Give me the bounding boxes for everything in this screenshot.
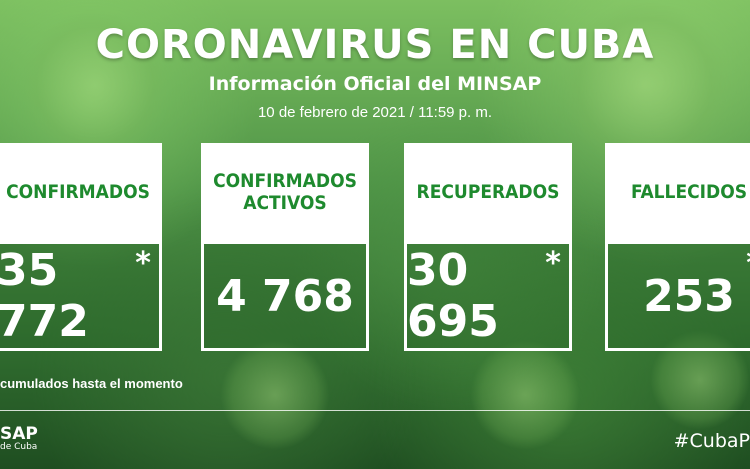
stat-value-box: 253 * [605,241,750,351]
logo-text: SAP [0,424,38,444]
virus-decoration [20,10,170,160]
stat-card-confirmados: CONFIRMADOS 35 772 * [0,143,162,351]
page-title: CORONAVIRUS EN CUBA [95,22,655,68]
virus-decoration [560,0,730,170]
hashtag: #CubaP [673,430,750,452]
minsap-logo: SAP de Cuba [0,424,38,452]
stat-label: CONFIRMADOS ACTIVOS [201,143,369,241]
asterisk-mark: * [746,246,750,281]
stat-label: CONFIRMADOS [0,143,162,241]
stat-card-activos: CONFIRMADOS ACTIVOS 4 768 [201,143,369,351]
virus-decoration [470,340,580,450]
stat-value: 253 [643,270,735,322]
asterisk-mark: * [545,246,561,281]
page-subtitle: Información Oficial del MINSAP [208,73,542,95]
stat-value: 30 695 [407,245,499,347]
asterisk-mark: * [135,246,151,281]
logo-subtext: de Cuba [0,442,38,452]
stat-value-box: 4 768 [201,241,369,351]
stat-value-box: 35 772 * [0,241,162,351]
stat-value: 4 768 [216,270,354,322]
stat-card-recuperados: RECUPERADOS 30 695 * [404,143,572,351]
virus-decoration [220,340,330,450]
stat-label: RECUPERADOS [404,143,572,241]
footer-divider [0,410,750,411]
report-date: 10 de febrero de 2021 / 11:59 p. m. [257,104,493,121]
stat-label: FALLECIDOS [605,143,750,241]
stat-value: 35 772 [0,245,89,347]
stat-value-box: 30 695 * [404,241,572,351]
stat-card-fallecidos: FALLECIDOS 253 * [605,143,750,351]
virus-decoration [650,330,750,430]
footnote: cumulados hasta el momento [0,376,183,391]
